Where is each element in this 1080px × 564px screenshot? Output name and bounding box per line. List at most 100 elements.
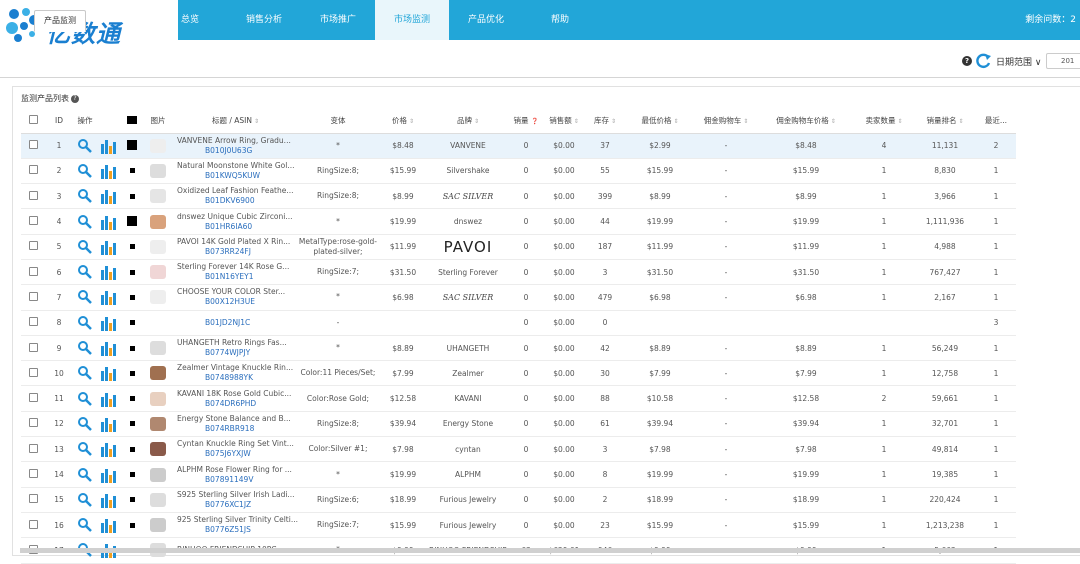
row-title[interactable]: Sterling Forever 14K Rose G... B01N16YEY1 <box>173 259 298 286</box>
search-icon[interactable] <box>77 239 93 255</box>
row-title[interactable]: S925 Sterling Silver Irish Ladi... B0776X… <box>173 487 298 513</box>
search-icon[interactable] <box>77 467 93 483</box>
search-icon[interactable] <box>77 289 93 305</box>
bar-chart-icon[interactable] <box>100 214 118 230</box>
row-checkbox[interactable] <box>21 487 45 513</box>
row-search[interactable] <box>73 259 97 286</box>
refresh-icon[interactable] <box>974 52 992 70</box>
col-brand[interactable]: 品牌 ⇕ <box>427 109 508 134</box>
bar-chart-icon[interactable] <box>100 264 118 281</box>
col-buybox-price[interactable]: 佣金购物车价格 ⇕ <box>757 109 854 134</box>
search-icon[interactable] <box>77 214 93 230</box>
row-chart[interactable] <box>97 461 121 488</box>
row-title[interactable]: Natural Moonstone White Gol... B01KWQ5KUW <box>173 158 298 185</box>
bar-chart-icon[interactable] <box>100 163 118 179</box>
search-icon[interactable] <box>77 138 93 154</box>
table-row[interactable]: 15 S925 Sterling Silver Irish Ladi... B077… <box>21 487 1016 513</box>
bar-chart-icon[interactable] <box>100 391 118 407</box>
product-asin-link[interactable]: B074RBR918 <box>205 423 255 433</box>
bar-chart-icon[interactable] <box>100 289 118 306</box>
row-title[interactable]: VANVENE Arrow Ring, Gradu... B010J0U63G <box>173 133 298 159</box>
table-row[interactable]: 13 Cyntan Knuckle Ring Set Vint... B075J6Y… <box>21 436 1016 463</box>
bar-chart-icon[interactable] <box>100 239 118 255</box>
product-title[interactable]: Natural Moonstone White Gol... <box>177 160 295 170</box>
row-search[interactable] <box>73 310 97 336</box>
table-row[interactable]: 14 ALPHM Rose Flower Ring for ... B0789114… <box>21 461 1016 488</box>
table-row[interactable]: 9 UHANGETH Retro Rings Fas... B0774WJPJY * $… <box>21 335 1016 362</box>
product-asin-link[interactable]: B075J6YXJW <box>205 449 251 459</box>
search-icon[interactable] <box>77 517 93 533</box>
row-checkbox[interactable] <box>21 461 45 488</box>
row-title[interactable]: PAVOI 14K Gold Plated X Rin... B073RR24FJ <box>173 234 298 260</box>
row-checkbox[interactable] <box>21 133 45 159</box>
row-chart[interactable] <box>97 208 121 235</box>
table-row[interactable]: 6 Sterling Forever 14K Rose G... B01N16YEY… <box>21 259 1016 286</box>
row-search[interactable] <box>73 411 97 438</box>
row-title[interactable]: CHOOSE YOUR COLOR Ster... B00X12H3UE <box>173 284 298 311</box>
col-id[interactable]: ID <box>45 109 73 134</box>
logo[interactable]: 亿数通 <box>0 0 178 52</box>
row-title[interactable]: ALPHM Rose Flower Ring for ... B07891149V <box>173 461 298 488</box>
product-asin-link[interactable]: B01HR6IA60 <box>205 221 253 231</box>
nav-sales-analysis[interactable]: 销售分析 <box>245 15 282 25</box>
help-icon[interactable]: ? <box>71 95 79 103</box>
product-title[interactable]: CHOOSE YOUR COLOR Ster... <box>177 287 286 297</box>
row-title[interactable]: UHANGETH Retro Rings Fas... B0774WJPJY <box>173 335 298 362</box>
nav-overview[interactable]: 总览 <box>180 15 199 25</box>
date-input[interactable]: 201 <box>1046 53 1080 69</box>
search-icon[interactable] <box>77 315 93 331</box>
product-title[interactable]: Oxidized Leaf Fashion Feathe... <box>177 186 294 196</box>
table-row[interactable]: 10 Zealmer Vintage Knuckle Rin... B0748988… <box>21 360 1016 387</box>
row-checkbox[interactable] <box>21 234 45 260</box>
row-search[interactable] <box>73 335 97 362</box>
bar-chart-icon[interactable] <box>100 365 118 382</box>
bar-chart-icon[interactable] <box>100 138 118 154</box>
row-search[interactable] <box>73 208 97 235</box>
product-asin-link[interactable]: B01JD2NJ1C <box>205 317 251 327</box>
row-chart[interactable] <box>97 234 121 260</box>
row-title[interactable]: B01JD2NJ1C <box>173 310 298 336</box>
search-icon[interactable] <box>77 441 93 457</box>
table-row[interactable]: 7 CHOOSE YOUR COLOR Ster... B00X12H3UE * $6.… <box>21 284 1016 311</box>
col-title[interactable]: 标题 / ASIN ⇕ <box>173 109 298 134</box>
row-chart[interactable] <box>97 310 121 336</box>
col-sales[interactable]: 销量 ❓ <box>507 109 544 134</box>
bar-chart-icon[interactable] <box>100 315 118 331</box>
row-checkbox[interactable] <box>21 259 45 286</box>
nav-product-optimize[interactable]: 产品优化 <box>467 15 504 25</box>
table-row[interactable]: 12 Energy Stone Balance and B... B074RBR91… <box>21 411 1016 438</box>
product-title[interactable]: UHANGETH Retro Rings Fas... <box>177 338 287 348</box>
col-stock[interactable]: 库存 ⇕ <box>583 109 626 134</box>
search-icon[interactable] <box>77 163 93 179</box>
product-asin-link[interactable]: B0776XC1JZ <box>205 499 252 509</box>
col-seller-count[interactable]: 卖家数量 ⇕ <box>853 109 914 134</box>
row-chart[interactable] <box>97 183 121 210</box>
horizontal-scrollbar[interactable] <box>20 548 1080 553</box>
bar-chart-icon[interactable] <box>100 188 118 205</box>
product-asin-link[interactable]: B074DR6PHD <box>205 398 257 408</box>
row-title[interactable]: 925 Sterling Silver Trinity Celti... B077… <box>173 512 298 539</box>
row-search[interactable] <box>73 461 97 488</box>
row-search[interactable] <box>73 183 97 210</box>
row-search[interactable] <box>73 512 97 539</box>
row-chart[interactable] <box>97 360 121 387</box>
search-icon[interactable] <box>77 188 93 204</box>
date-range-dropdown[interactable]: 日期范围 ∨ <box>996 55 1041 68</box>
row-search[interactable] <box>73 487 97 513</box>
search-icon[interactable] <box>77 492 93 508</box>
col-price[interactable]: 价格 ⇕ <box>377 109 428 134</box>
nav-marketing[interactable]: 市场推广 <box>319 15 356 25</box>
product-title[interactable]: dnswez Unique Cubic Zirconi... <box>177 211 293 221</box>
row-title[interactable]: Energy Stone Balance and B... B074RBR918 <box>173 411 298 438</box>
row-checkbox[interactable] <box>21 512 45 539</box>
table-row[interactable]: 11 KAVANI 18K Rose Gold Cubic... B074DR6PH… <box>21 385 1016 412</box>
product-title[interactable]: PAVOI 14K Gold Plated X Rin... <box>177 236 291 246</box>
row-search[interactable] <box>73 133 97 159</box>
row-chart[interactable] <box>97 385 121 412</box>
product-title[interactable]: VANVENE Arrow Ring, Gradu... <box>177 135 291 145</box>
table-row[interactable]: 8 B01JD2NJ1C - 0 $0.00 0 3 <box>21 310 1016 336</box>
search-icon[interactable] <box>77 340 93 356</box>
row-checkbox[interactable] <box>21 385 45 412</box>
row-checkbox[interactable] <box>21 411 45 438</box>
row-chart[interactable] <box>97 284 121 311</box>
